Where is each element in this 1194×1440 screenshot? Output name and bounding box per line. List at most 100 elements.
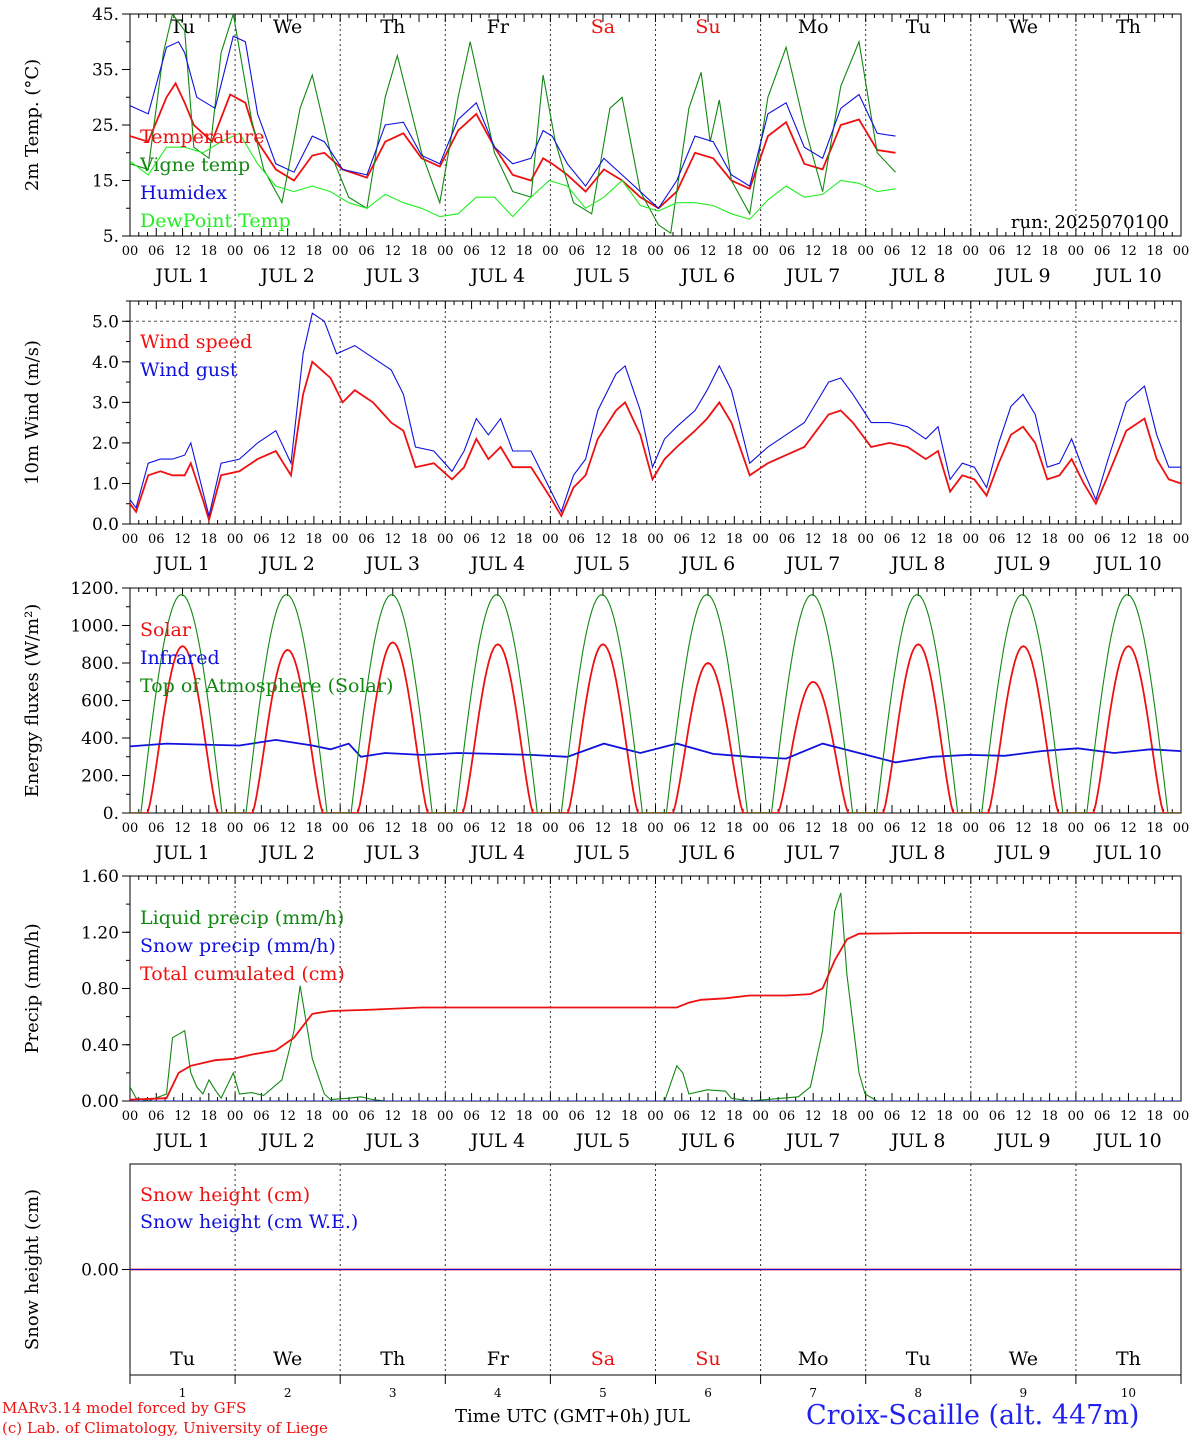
x-hour-label: 18 <box>306 821 323 836</box>
series-line-liquid-precip-mm-h- <box>130 892 1181 1101</box>
x-date-label: JUL 4 <box>469 1130 525 1152</box>
x-hour-label: 18 <box>306 532 323 547</box>
day-number-label: 8 <box>914 1386 922 1400</box>
y-tick-label: 4.0 <box>92 353 119 373</box>
x-date-label: JUL 8 <box>889 553 945 575</box>
x-hour-label: 06 <box>358 821 375 836</box>
legend-entry: Snow height (cm) <box>140 1184 310 1206</box>
x-hour-label: 18 <box>411 821 428 836</box>
x-date-label: JUL 4 <box>469 553 525 575</box>
x-hour-label: 12 <box>805 821 822 836</box>
series-line-total-cumulated-cm- <box>130 932 1181 1101</box>
y-tick-label: 0.80 <box>81 980 119 1000</box>
y-tick-label: 5.0 <box>92 312 119 332</box>
x-date-label: JUL 8 <box>889 265 945 287</box>
series-line-top-of-atmosphere-solar- <box>130 594 1181 813</box>
x-date-label: JUL 5 <box>574 842 630 864</box>
y-tick-label: 600. <box>81 692 119 712</box>
day-name-label: Fr <box>487 1348 510 1370</box>
x-date-label: JUL 9 <box>994 265 1050 287</box>
x-date-label: JUL 10 <box>1093 265 1161 287</box>
x-hour-label: 12 <box>700 244 717 259</box>
x-hour-label: 18 <box>1146 532 1163 547</box>
series-line-wind-speed <box>130 360 1181 524</box>
x-hour-label: 00 <box>122 532 139 547</box>
x-date-label: JUL 1 <box>153 1130 209 1152</box>
day-number-label: 6 <box>704 1386 712 1400</box>
x-hour-label: 00 <box>857 821 874 836</box>
x-hour-label: 00 <box>227 821 244 836</box>
x-hour-label: 18 <box>516 532 533 547</box>
series-group <box>130 892 1181 1101</box>
x-hour-label: 06 <box>568 532 585 547</box>
legend-entry: Wind speed <box>140 331 252 353</box>
x-hour-label: 06 <box>1094 821 1111 836</box>
x-date-label: JUL 2 <box>258 265 314 287</box>
x-hour-label: 18 <box>201 1109 218 1124</box>
x-hour-label: 00 <box>1173 244 1190 259</box>
x-hour-label: 18 <box>831 1109 848 1124</box>
x-hour-label: 00 <box>1173 532 1190 547</box>
x-hour-label: 12 <box>174 244 191 259</box>
x-date-label: JUL 2 <box>258 553 314 575</box>
day-number-label: 1 <box>179 1386 187 1400</box>
x-hour-label: 00 <box>542 821 559 836</box>
x-hour-label: 06 <box>674 532 691 547</box>
x-hour-label: 12 <box>1120 244 1137 259</box>
y-axis-label: Snow height (cm) <box>22 1189 43 1350</box>
y-tick-label: 1200. <box>70 579 119 599</box>
x-date-label: JUL 10 <box>1093 1130 1161 1152</box>
x-hour-label: 06 <box>463 821 480 836</box>
x-hour-label: 00 <box>752 532 769 547</box>
x-hour-label: 06 <box>884 821 901 836</box>
x-hour-label: 18 <box>936 821 953 836</box>
x-hour-label: 12 <box>910 1109 927 1124</box>
x-hour-label: 00 <box>647 532 664 547</box>
x-hour-label: 06 <box>568 821 585 836</box>
y-tick-label: 200. <box>81 767 119 787</box>
day-number-label: 3 <box>389 1386 397 1400</box>
x-date-label: JUL 5 <box>574 1130 630 1152</box>
x-hour-label: 06 <box>463 1109 480 1124</box>
x-hour-label: 12 <box>490 821 507 836</box>
x-hour-label: 00 <box>752 821 769 836</box>
x-hour-label: 00 <box>437 821 454 836</box>
y-tick-label: 0.0 <box>92 515 119 535</box>
x-hour-label: 06 <box>989 244 1006 259</box>
x-hour-label: 18 <box>621 821 638 836</box>
x-hour-label: 18 <box>831 821 848 836</box>
x-hour-label: 06 <box>463 532 480 547</box>
series-line-infrared <box>130 738 1181 764</box>
x-hour-label: 12 <box>1015 244 1032 259</box>
x-date-label: JUL 8 <box>889 1130 945 1152</box>
x-hour-label: 00 <box>437 1109 454 1124</box>
x-hour-label: 00 <box>647 244 664 259</box>
x-hour-label: 00 <box>963 821 980 836</box>
x-hour-label: 18 <box>726 1109 743 1124</box>
x-hour-label: 06 <box>989 821 1006 836</box>
x-hour-label: 12 <box>700 821 717 836</box>
y-axis-label: 10m Wind (m/s) <box>22 340 43 485</box>
x-hour-label: 18 <box>621 244 638 259</box>
y-tick-label: 2.0 <box>92 434 119 454</box>
y-axis-label: Energy fluxes (W/m²) <box>22 604 43 798</box>
x-hour-label: 06 <box>253 532 270 547</box>
x-hour-label: 06 <box>253 1109 270 1124</box>
x-date-label: JUL 1 <box>153 553 209 575</box>
x-hour-label: 06 <box>568 244 585 259</box>
x-hour-label: 18 <box>621 532 638 547</box>
panel-5: 0.00 Snow height (cm) Tu We Th Fr Sa Su Mo Tu We Th… <box>22 1163 1182 1400</box>
day-name-label: Sa <box>591 16 615 38</box>
x-hour-label: 06 <box>253 821 270 836</box>
x-hour-label: 18 <box>411 1109 428 1124</box>
x-hour-label: 00 <box>1068 532 1085 547</box>
x-hour-label: 18 <box>306 244 323 259</box>
x-hour-label: 12 <box>1120 1109 1137 1124</box>
panel-2: 5.0 4.0 3.0 2.0 1.0 0.0 10m Wind (m/s) 00 06 12 18… <box>22 300 1190 575</box>
legend-entry: Liquid precip (mm/h) <box>140 907 344 929</box>
x-date-label: JUL 1 <box>153 265 209 287</box>
x-hour-label: 12 <box>595 532 612 547</box>
legend-entry: Temperature <box>140 126 264 148</box>
x-hour-label: 00 <box>1068 244 1085 259</box>
